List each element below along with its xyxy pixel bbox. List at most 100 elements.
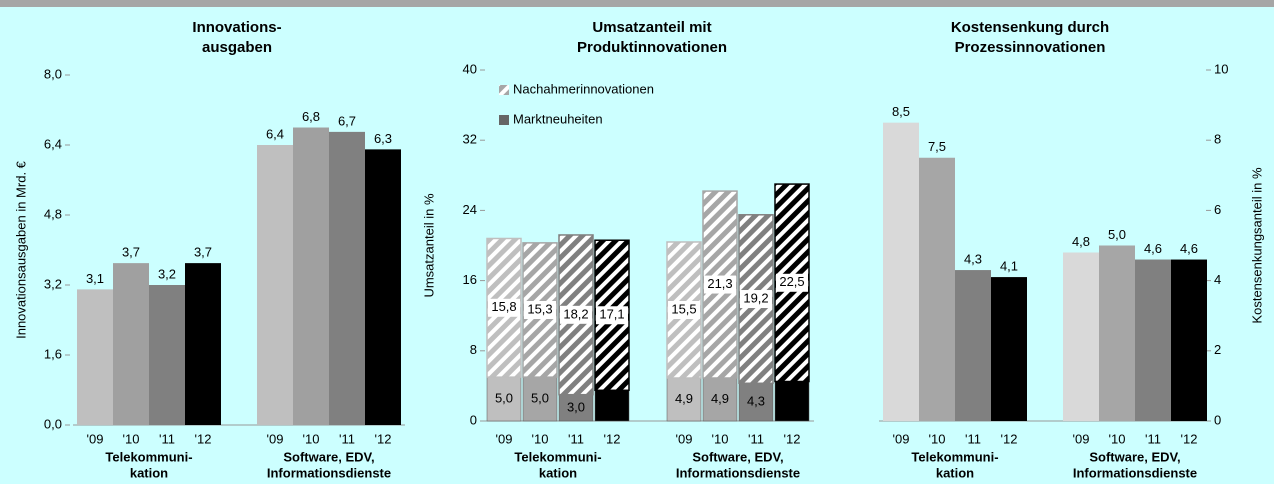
bar [955, 270, 991, 421]
value-label: 4,6 [1144, 241, 1162, 256]
bar [1135, 259, 1171, 421]
value-label: 4,8 [1072, 234, 1090, 249]
y-tick-label: 4 [1214, 272, 1221, 287]
y-tick-label: 6,4 [44, 136, 62, 151]
y-tick-label: 4,8 [44, 206, 62, 221]
group-label: Informationsdienste [267, 465, 391, 480]
y-tick-label: 0 [1214, 412, 1221, 427]
x-tick-label: '11 [965, 431, 981, 446]
bar [257, 145, 293, 425]
bar [919, 157, 955, 421]
value-label: 15,5 [671, 301, 696, 316]
x-tick-label: '09 [87, 431, 104, 446]
value-label: 8,5 [892, 104, 910, 119]
bar-segment [666, 377, 702, 422]
chart-title: Umsatzanteil mit [592, 19, 711, 36]
x-tick-label: '11 [748, 431, 764, 446]
x-tick-label: '10 [929, 431, 946, 446]
value-label: 6,4 [266, 126, 284, 141]
x-tick-label: '12 [375, 431, 392, 446]
bar [1171, 259, 1207, 421]
x-tick-label: '09 [267, 431, 284, 446]
chart-title: Produktinnovationen [577, 39, 727, 56]
label-box [524, 300, 556, 319]
value-label: 4,3 [964, 252, 982, 267]
value-label: 4,9 [675, 391, 693, 406]
bar-segment [702, 377, 738, 422]
y-tick-label: 8 [1214, 132, 1221, 147]
top-band [0, 0, 1274, 7]
x-tick-label: '09 [676, 431, 693, 446]
bar [1099, 245, 1135, 421]
group-label: Software, EDV, [692, 449, 783, 464]
value-label: 6,7 [338, 113, 356, 128]
value-label: 3,5 [603, 397, 621, 412]
x-tick-label: '11 [339, 431, 355, 446]
label-box [704, 275, 736, 294]
bar-segment [486, 376, 522, 422]
x-tick-label: '10 [123, 431, 140, 446]
value-label: 21,3 [707, 276, 732, 291]
y-axis-label: Innovationsausgaben in Mrd. € [13, 160, 28, 339]
y-tick-label: 3,2 [44, 276, 62, 291]
y-tick-label: 0 [470, 412, 477, 427]
legend-swatch [499, 85, 509, 95]
bar [77, 289, 113, 425]
x-tick-label: '12 [784, 431, 801, 446]
group-label: Software, EDV, [1089, 449, 1180, 464]
y-tick-label: 40 [463, 61, 477, 76]
bar [113, 263, 149, 425]
x-tick-label: '11 [568, 431, 584, 446]
group-label: Telekommuni- [911, 449, 998, 464]
value-label: 4,5 [783, 393, 801, 408]
bar-segment [522, 376, 558, 422]
group-label: kation [539, 465, 577, 480]
value-label: 5,0 [495, 391, 513, 406]
value-label: 6,8 [302, 109, 320, 124]
y-tick-label: 0,0 [44, 416, 62, 431]
value-label: 4,1 [1000, 259, 1018, 274]
value-label: 5,0 [531, 391, 549, 406]
label-box [596, 306, 628, 325]
value-label: 3,7 [122, 245, 140, 260]
y-tick-label: 32 [463, 132, 477, 147]
bar [883, 122, 919, 422]
group-label: Telekommuni- [514, 449, 601, 464]
bar-segment [558, 394, 594, 422]
label-box [776, 273, 808, 292]
label-box [560, 305, 592, 324]
value-label: 3,2 [158, 266, 176, 281]
legend-label: Nachahmerinnovationen [513, 81, 654, 96]
label-box [740, 290, 772, 309]
y-tick-label: 1,6 [44, 346, 62, 361]
x-tick-label: '12 [604, 431, 621, 446]
bar [293, 127, 329, 425]
y-tick-label: 8 [470, 342, 477, 357]
value-label: 17,1 [599, 307, 624, 322]
y-axis-label: Umsatzanteil in % [421, 193, 436, 297]
chart-title: ausgaben [202, 39, 272, 56]
value-label: 15,8 [491, 299, 516, 314]
value-label: 18,2 [563, 306, 588, 321]
value-label: 7,5 [928, 139, 946, 154]
value-label: 4,9 [711, 391, 729, 406]
chart-title: Kostensenkung durch [951, 19, 1109, 36]
x-tick-label: '09 [1073, 431, 1090, 446]
value-label: 3,1 [86, 271, 104, 286]
bar [365, 149, 401, 425]
group-label: kation [130, 465, 168, 480]
value-label: 3,7 [194, 245, 212, 260]
group-label: Software, EDV, [283, 449, 374, 464]
group-label: Informationsdienste [676, 465, 800, 480]
x-tick-label: '11 [159, 431, 175, 446]
bar-segment [594, 390, 630, 422]
x-tick-label: '11 [1145, 431, 1161, 446]
group-label: kation [936, 465, 974, 480]
y-tick-label: 8,0 [44, 66, 62, 81]
value-label: 22,5 [779, 274, 804, 289]
group-label: Telekommuni- [105, 449, 192, 464]
y-tick-label: 24 [463, 202, 477, 217]
x-tick-label: '10 [532, 431, 549, 446]
y-tick-label: 2 [1214, 342, 1221, 357]
